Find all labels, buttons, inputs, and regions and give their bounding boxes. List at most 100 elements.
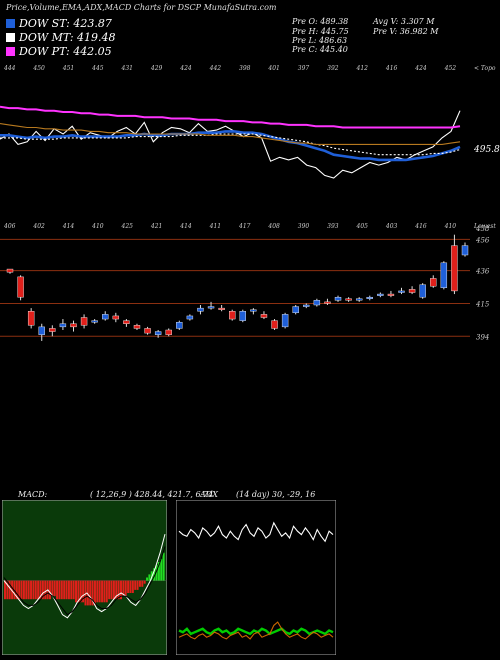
candle-body (313, 300, 321, 306)
macd-bar (37, 580, 40, 600)
candle-body (70, 323, 77, 328)
macd-bar (96, 580, 99, 603)
candle-body (250, 309, 257, 312)
candle-body (355, 298, 363, 301)
macd-bar (122, 580, 125, 597)
candle-body (239, 311, 246, 321)
candle-body (133, 325, 141, 329)
ema-top-label: 450 (32, 65, 45, 72)
adx-series-line (178, 521, 334, 543)
legend-swatch-pt (6, 47, 15, 56)
candle-body (186, 315, 194, 320)
ema-top-label: 451 (62, 65, 74, 72)
macd-bar (39, 580, 42, 600)
macd-bar (18, 580, 21, 600)
adx-params: (14 day) 30, -29, 16 (236, 490, 316, 499)
macd-bar (117, 580, 120, 600)
candle-body (440, 262, 448, 289)
macd-bar (103, 580, 106, 603)
macd-label: MACD: (18, 490, 48, 499)
ema-bottom-label: 402 (32, 223, 45, 230)
ema-panel: 444 450 451 445 431 429 424 442 398 401 397 392 412 4… (0, 65, 500, 230)
macd-background (2, 500, 167, 655)
ema-series-line (0, 123, 461, 145)
prev-open: Pre O: 489.38 (292, 17, 349, 26)
legend-label-st: DOW ST: 423.87 (19, 17, 112, 30)
candle-body (408, 289, 416, 293)
ema-top-label: 429 (150, 65, 163, 72)
candle-body (292, 306, 299, 314)
macd-bar (160, 558, 163, 581)
price-tick-label: 394 (476, 333, 489, 341)
ema-bottom-label: 403 (385, 223, 398, 230)
macd-bar (27, 580, 30, 600)
ema-bottom-label: 421 (150, 223, 162, 230)
macd-bar (82, 580, 85, 603)
macd-bar (146, 577, 149, 581)
macd-bar (4, 580, 6, 600)
macd-bar (153, 568, 156, 581)
candle-body (303, 304, 310, 307)
macd-bar (105, 580, 108, 603)
macd-bar (93, 580, 96, 606)
candle-body (229, 311, 236, 320)
macd-bar (91, 580, 94, 606)
prev-close: Pre C: 445.40 (292, 45, 348, 54)
ema-top-label: 444 (3, 65, 16, 72)
candle-body (334, 296, 342, 301)
ema-top-label: 398 (239, 65, 251, 72)
macd-bar (120, 580, 122, 600)
candle-body (419, 284, 426, 298)
price-top-label: 458 (475, 225, 490, 233)
macd-bar (101, 580, 104, 603)
candle-body (165, 329, 172, 335)
candle-body (197, 307, 204, 312)
macd-bar (48, 580, 51, 600)
macd-bar (84, 580, 87, 606)
price-tick-label: 456 (475, 236, 490, 244)
candle-body (49, 328, 56, 332)
macd-bar (110, 580, 113, 600)
candle-body (377, 293, 384, 296)
macd-bar (53, 580, 56, 597)
macd-bar (112, 580, 115, 600)
macd-bar (124, 580, 127, 597)
legend-swatch-mt (6, 33, 15, 42)
macd-bar (8, 580, 11, 600)
macd-signal-line (3, 546, 166, 616)
macd-bar (157, 562, 160, 581)
candle-body (271, 320, 278, 329)
price-panel: 456 436 415 394 458 (0, 225, 490, 341)
macd-bar (13, 580, 16, 600)
ema-bottom-label: 425 (121, 223, 134, 230)
macd-bar (67, 580, 70, 600)
macd-bar (44, 580, 47, 600)
candle-body (27, 311, 35, 326)
prev-volume: Pre V: 36.982 M (373, 27, 439, 36)
macd-bar (20, 580, 23, 600)
ema-series-line (0, 105, 461, 129)
macd-bar (72, 580, 75, 600)
macd-bar (155, 565, 158, 581)
ema-bottom-label: 417 (238, 223, 251, 230)
ema-bottom-label: 414 (179, 223, 192, 230)
candle-body (102, 314, 109, 320)
candle-body (123, 320, 130, 324)
ema-top-label: 431 (121, 65, 133, 72)
macd-bar (138, 580, 141, 587)
adx-series-line (178, 627, 334, 636)
candle-body (6, 268, 14, 273)
macd-params: ( 12,26,9 ) 428.44, 421.7, 6.74 (90, 490, 214, 499)
ema-top-label: 445 (91, 65, 104, 72)
candle-body (112, 315, 120, 320)
chart-header: Price,Volume,EMA,ADX,MACD Charts for DSC… (6, 3, 277, 12)
candle-body (144, 328, 151, 334)
macd-bar (60, 580, 63, 600)
candle-body (59, 323, 67, 328)
ema-bottom-label: 416 (414, 223, 427, 230)
macd-bar (34, 580, 37, 600)
macd-bar (148, 574, 151, 581)
ema-bottom-label: 410 (91, 223, 104, 230)
candle-body (38, 326, 45, 335)
ema-top-label: 401 (267, 65, 279, 72)
